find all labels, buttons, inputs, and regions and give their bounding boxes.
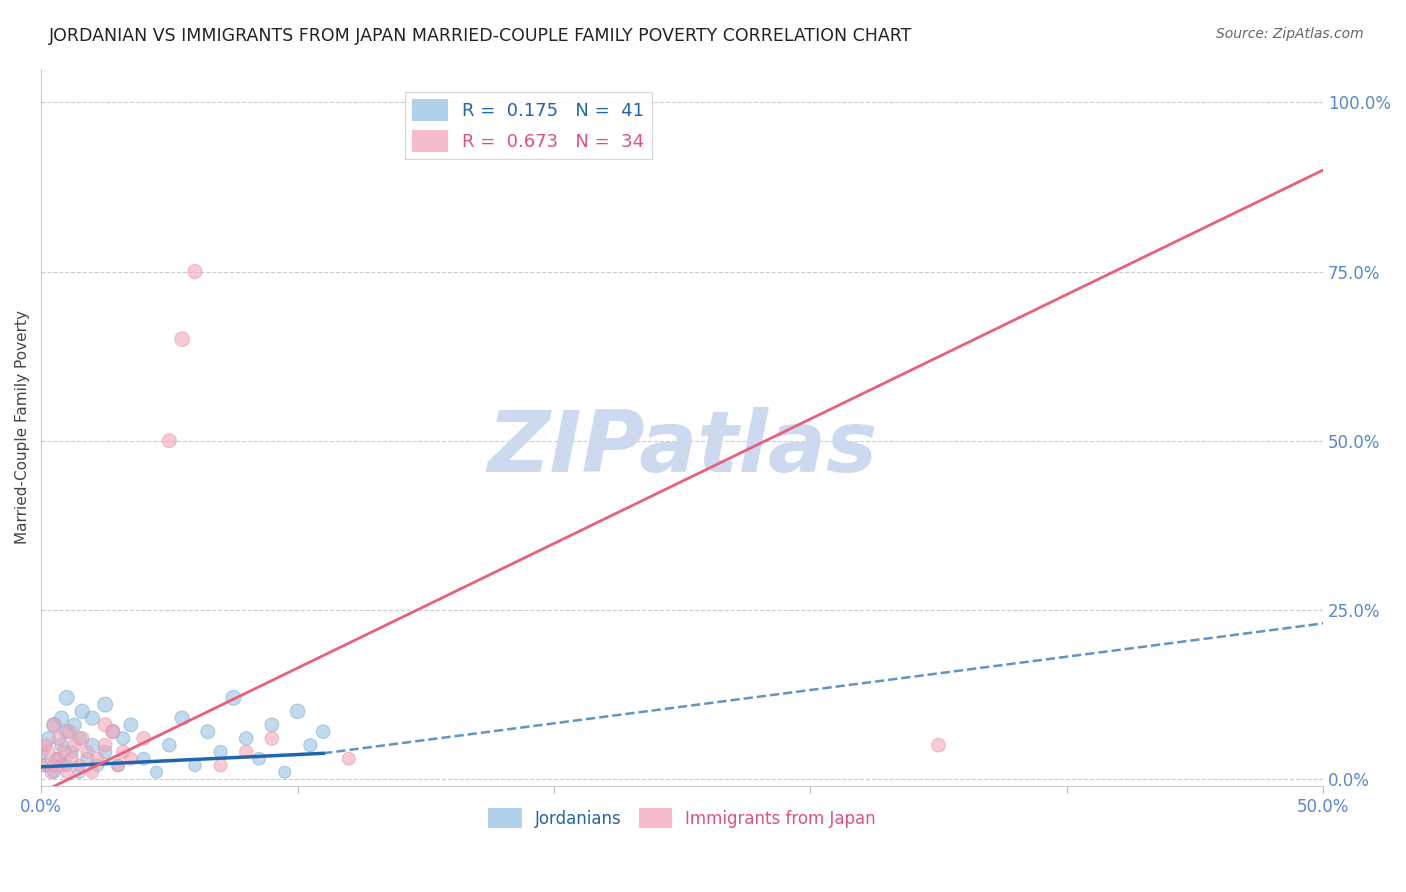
Point <box>42 718 65 732</box>
Point <box>172 332 194 346</box>
Text: JORDANIAN VS IMMIGRANTS FROM JAPAN MARRIED-COUPLE FAMILY POVERTY CORRELATION CHA: JORDANIAN VS IMMIGRANTS FROM JAPAN MARRI… <box>49 27 912 45</box>
Point <box>82 738 104 752</box>
Point <box>107 758 129 772</box>
Point <box>112 731 135 746</box>
Point <box>120 752 142 766</box>
Point <box>76 745 98 759</box>
Point <box>70 731 93 746</box>
Point <box>69 758 91 772</box>
Point <box>48 752 70 766</box>
Point <box>184 264 207 278</box>
Y-axis label: Married-Couple Family Poverty: Married-Couple Family Poverty <box>15 310 30 544</box>
Point <box>86 758 108 772</box>
Point <box>51 711 73 725</box>
Point <box>53 745 76 759</box>
Point <box>247 752 270 766</box>
Point <box>235 745 257 759</box>
Point <box>86 752 108 766</box>
Point <box>42 718 65 732</box>
Point <box>94 698 117 712</box>
Point <box>197 724 219 739</box>
Point <box>38 731 60 746</box>
Point <box>145 765 167 780</box>
Point <box>69 765 91 780</box>
Point <box>69 731 91 746</box>
Point <box>120 718 142 732</box>
Point <box>30 745 52 759</box>
Point <box>45 752 67 766</box>
Point <box>51 738 73 752</box>
Point <box>299 738 322 752</box>
Point <box>101 724 124 739</box>
Point <box>273 765 295 780</box>
Point <box>184 758 207 772</box>
Point <box>63 738 86 752</box>
Point <box>260 731 283 746</box>
Point <box>55 724 77 739</box>
Point <box>76 752 98 766</box>
Point <box>55 765 77 780</box>
Point <box>82 765 104 780</box>
Point <box>82 711 104 725</box>
Point <box>30 758 52 772</box>
Point <box>35 758 58 772</box>
Point <box>55 758 77 772</box>
Text: ZIPatlas: ZIPatlas <box>486 407 877 491</box>
Point <box>337 752 360 766</box>
Point <box>41 765 63 780</box>
Point <box>60 745 83 759</box>
Point <box>94 745 117 759</box>
Point <box>157 738 180 752</box>
Point <box>51 758 73 772</box>
Point <box>132 752 155 766</box>
Point <box>260 718 283 732</box>
Legend: Jordanians, Immigrants from Japan: Jordanians, Immigrants from Japan <box>482 801 883 835</box>
Point <box>94 738 117 752</box>
Point <box>132 731 155 746</box>
Point <box>42 765 65 780</box>
Point <box>157 434 180 448</box>
Point <box>928 738 950 752</box>
Point <box>209 745 232 759</box>
Point <box>172 711 194 725</box>
Point <box>222 690 245 705</box>
Point <box>107 758 129 772</box>
Text: Source: ZipAtlas.com: Source: ZipAtlas.com <box>1216 27 1364 41</box>
Point <box>35 738 58 752</box>
Point <box>101 724 124 739</box>
Point <box>58 724 80 739</box>
Point <box>48 731 70 746</box>
Point <box>287 704 309 718</box>
Point <box>42 758 65 772</box>
Point <box>70 704 93 718</box>
Point <box>312 724 335 739</box>
Point <box>63 718 86 732</box>
Point <box>38 745 60 759</box>
Point <box>55 690 77 705</box>
Point <box>60 752 83 766</box>
Point <box>94 718 117 732</box>
Point <box>209 758 232 772</box>
Point <box>112 745 135 759</box>
Point <box>235 731 257 746</box>
